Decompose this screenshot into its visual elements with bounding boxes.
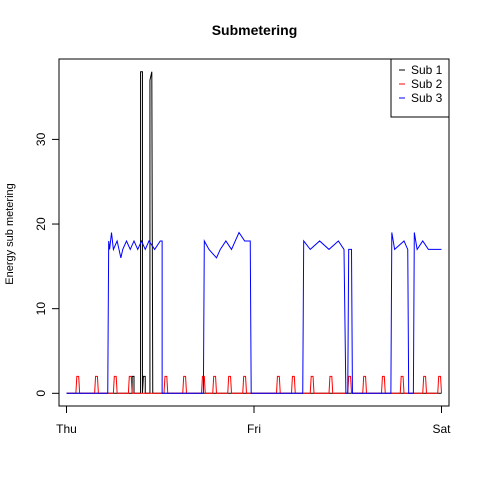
series-layer (66, 71, 442, 394)
legend-label: Sub 2 (411, 77, 443, 91)
y-axis: 0 10 20 30 (34, 132, 60, 397)
legend-box (390, 58, 450, 118)
series-line-sub-3 (66, 231, 442, 394)
x-axis: Thu Fri Sat (56, 405, 451, 436)
series-line-sub-1 (66, 71, 442, 394)
x-tick-label: Fri (247, 422, 261, 436)
y-tick-label: 20 (34, 217, 48, 231)
chart-title: Submetering (212, 22, 298, 38)
y-tick-label: 0 (34, 390, 48, 397)
y-tick-label: 30 (34, 132, 48, 146)
series-line-sub-2 (66, 375, 442, 394)
x-tick-label: Thu (56, 422, 77, 436)
legend-label: Sub 3 (411, 91, 443, 105)
x-tick-label: Sat (432, 422, 451, 436)
y-tick-label: 10 (34, 302, 48, 316)
y-axis-label: Energy sub metering (4, 183, 16, 285)
legend-label: Sub 1 (411, 63, 443, 77)
